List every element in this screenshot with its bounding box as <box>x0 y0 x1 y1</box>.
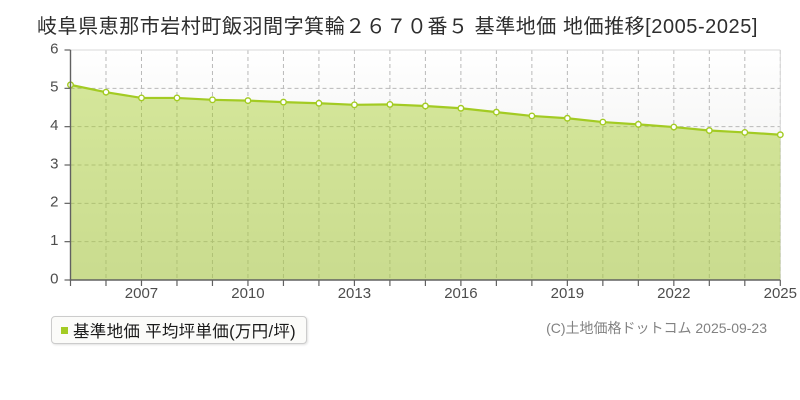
svg-text:2010: 2010 <box>231 285 264 302</box>
svg-text:1: 1 <box>50 232 58 249</box>
svg-text:2007: 2007 <box>125 285 158 302</box>
svg-text:2: 2 <box>50 194 58 211</box>
legend-label: 基準地価 平均坪単価(万円/坪) <box>73 323 296 341</box>
chart-title: 岐阜県恵那市岩村町飯羽間字箕輪２６７０番５ 基準地価 地価推移[2005-202… <box>37 16 758 38</box>
svg-text:5: 5 <box>50 79 58 96</box>
svg-text:0: 0 <box>50 270 58 287</box>
price-trend-chart: 0 1 2 3 4 5 6 2007 2010 2013 2016 2019 2022 2025 <box>50 40 797 302</box>
svg-text:2022: 2022 <box>657 285 690 302</box>
svg-text:2019: 2019 <box>551 285 584 302</box>
svg-text:4: 4 <box>50 117 58 134</box>
legend: 基準地価 平均坪単価(万円/坪) <box>51 316 307 344</box>
svg-text:2016: 2016 <box>444 285 477 302</box>
copyright-note: (C)土地価格ドットコム 2025-09-23 <box>546 320 767 336</box>
legend-swatch-icon <box>61 326 68 334</box>
svg-text:2025: 2025 <box>764 285 797 302</box>
svg-text:3: 3 <box>50 155 58 172</box>
svg-text:2013: 2013 <box>338 285 371 302</box>
svg-text:6: 6 <box>50 40 58 57</box>
